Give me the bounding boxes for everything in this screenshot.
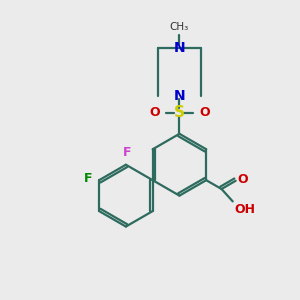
Text: O: O (199, 106, 210, 119)
Text: O: O (149, 106, 160, 119)
Text: N: N (174, 88, 185, 103)
Text: F: F (123, 146, 132, 159)
Text: S: S (174, 105, 185, 120)
Text: N: N (174, 41, 185, 56)
Text: O: O (237, 173, 248, 186)
Text: OH: OH (234, 203, 255, 216)
Text: CH₃: CH₃ (170, 22, 189, 32)
Text: F: F (84, 172, 93, 185)
